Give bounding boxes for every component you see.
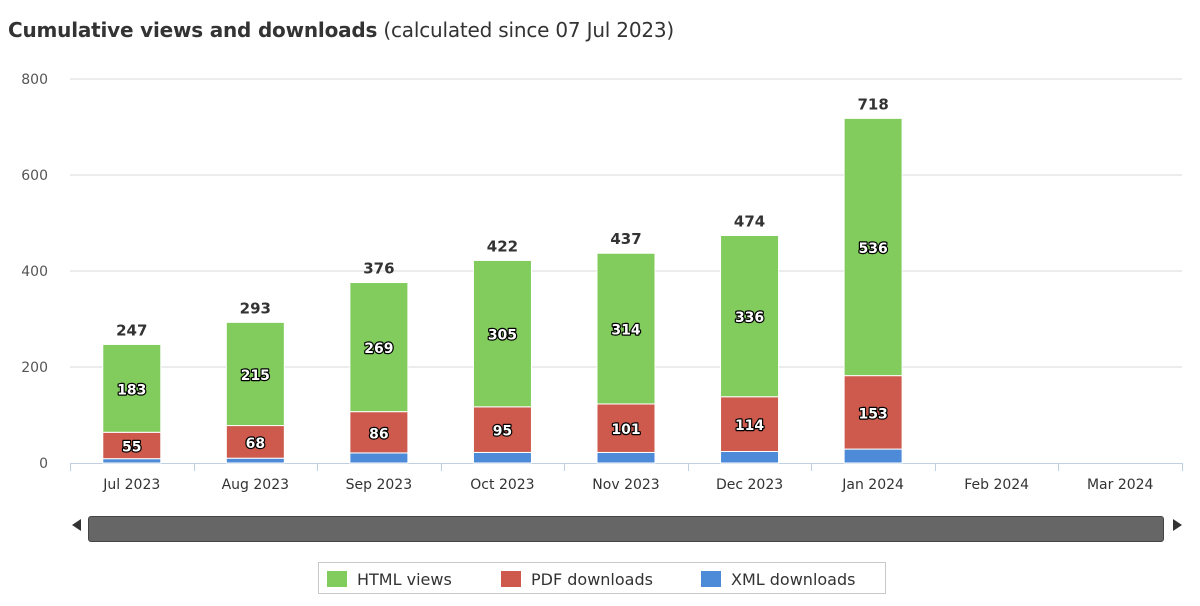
y-tick-label: 200	[21, 360, 48, 376]
stacked-bar-chart: 0 200 400 600 800 Jul 2023 Aug 2023 Sep 2023 Oct…	[21, 72, 1183, 493]
y-tick-label: 0	[39, 456, 48, 472]
y-tick-label: 800	[21, 72, 48, 88]
scroll-left-arrow-icon[interactable]	[72, 519, 81, 531]
x-tick-label: Aug 2023	[222, 477, 289, 493]
x-tick-label: Nov 2023	[592, 477, 659, 493]
scroll-right-arrow-icon[interactable]	[1173, 519, 1182, 531]
bar-segment-xml[interactable]	[225, 457, 285, 464]
bar-segment-html[interactable]	[472, 259, 532, 408]
data-label-html: 215	[241, 368, 270, 384]
y-tick-label: 600	[21, 168, 48, 184]
data-label-html: 536	[858, 241, 887, 257]
scrollbar-thumb[interactable]	[88, 516, 1164, 542]
bar-segment-html[interactable]	[720, 234, 780, 398]
data-label-html: 269	[364, 341, 393, 357]
data-label-html: 305	[488, 328, 517, 344]
data-label-pdf: 114	[735, 418, 764, 434]
total-label: 293	[240, 299, 271, 317]
chart-title-main: Cumulative views and downloads	[8, 18, 378, 42]
data-label-pdf: 101	[611, 422, 640, 438]
total-label: 376	[363, 260, 394, 278]
data-label-html: 183	[117, 382, 146, 398]
legend-label-html: HTML views	[357, 569, 452, 589]
bar-segment-html[interactable]	[102, 343, 162, 433]
chart-title: Cumulative views and downloads (calculat…	[8, 18, 674, 42]
data-label-pdf: 153	[858, 406, 887, 422]
bar-segment-html[interactable]	[843, 117, 903, 377]
bar-segment-xml[interactable]	[472, 451, 532, 464]
legend-swatch-html	[327, 571, 347, 587]
data-label-pdf: 55	[122, 439, 141, 455]
bar-segment-xml[interactable]	[596, 451, 656, 464]
total-label: 422	[487, 237, 518, 255]
y-tick-label: 400	[21, 264, 48, 280]
x-tick-label: Sep 2023	[346, 477, 412, 493]
data-label-html: 314	[611, 323, 640, 339]
data-label-pdf: 68	[246, 436, 265, 452]
total-label: 474	[734, 212, 765, 230]
bar-segment-xml[interactable]	[720, 450, 780, 464]
chart-legend: HTML views PDF downloads XML downloads	[318, 562, 886, 594]
data-label-pdf: 86	[369, 426, 388, 442]
legend-swatch-pdf	[501, 571, 521, 587]
bar-segment-html[interactable]	[349, 282, 409, 413]
x-tick-label: Dec 2023	[716, 477, 783, 493]
x-tick-label: Jul 2023	[102, 477, 160, 493]
x-tick-label: Jan 2024	[841, 477, 904, 493]
legend-item-xml-downloads[interactable]: XML downloads	[701, 569, 855, 589]
data-label-pdf: 95	[493, 424, 512, 440]
legend-item-html-views[interactable]: HTML views	[327, 569, 452, 589]
bar-segment-html[interactable]	[225, 321, 285, 427]
bar-segment-html[interactable]	[596, 252, 656, 405]
x-tick-label: Oct 2023	[470, 477, 534, 493]
legend-item-pdf-downloads[interactable]: PDF downloads	[501, 569, 653, 589]
x-tick-label: Feb 2024	[964, 477, 1029, 493]
legend-swatch-xml	[701, 571, 721, 587]
bar-segment-pdf[interactable]	[596, 403, 656, 453]
data-label-html: 336	[735, 310, 764, 326]
legend-label-xml: XML downloads	[731, 569, 856, 589]
bar-segment-xml[interactable]	[102, 458, 162, 464]
bar-segment-pdf[interactable]	[349, 411, 409, 454]
chart-navigator	[72, 516, 1182, 542]
bar-segment-xml[interactable]	[843, 448, 903, 464]
total-label: 718	[857, 95, 888, 113]
x-tick-label: Mar 2024	[1087, 477, 1154, 493]
legend-label-pdf: PDF downloads	[531, 569, 653, 589]
total-label: 247	[116, 321, 147, 339]
bar-segment-pdf[interactable]	[472, 406, 532, 453]
bar-segment-xml[interactable]	[349, 452, 409, 464]
chart-title-sub: (calculated since 07 Jul 2023)	[383, 18, 675, 42]
total-label: 437	[610, 230, 641, 248]
